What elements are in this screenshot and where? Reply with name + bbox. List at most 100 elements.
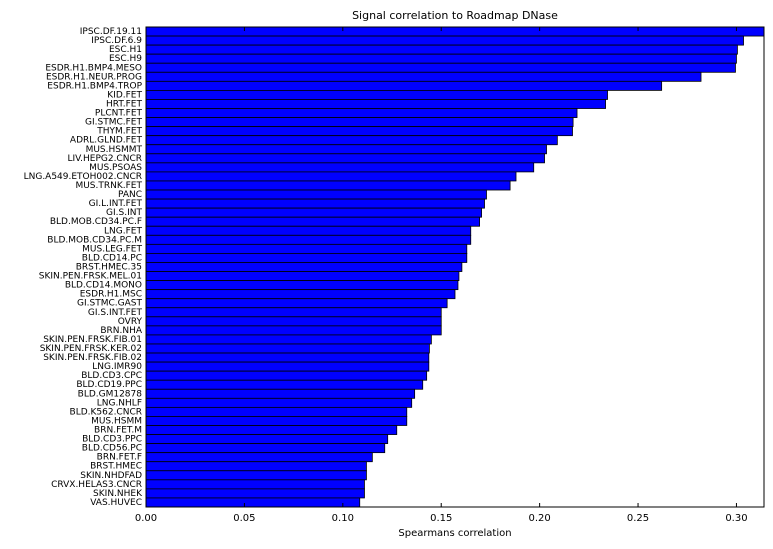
bar — [145, 379, 424, 390]
bar — [145, 89, 608, 100]
y-tick-label: BLD.MOB.CD34.PC.F — [50, 217, 142, 227]
y-tick-label: LNG.FET — [104, 226, 142, 236]
y-tick-label: BLD.CD3.CPC — [81, 371, 142, 381]
bar — [145, 443, 386, 454]
bar — [145, 416, 408, 426]
bar — [145, 135, 558, 146]
bar — [145, 370, 428, 381]
y-tick-label: BRST.HMEC — [90, 462, 142, 472]
bar — [145, 26, 765, 37]
y-tick-label: SKIN.PEN.FRSK.FIB.02 — [43, 353, 142, 363]
y-tick-label: IPSC.DF.19.11 — [80, 27, 142, 37]
x-tick-label: 0.15 — [430, 513, 452, 524]
bar — [145, 388, 416, 399]
y-tick-label: BRN.NHA — [100, 326, 143, 336]
bar — [145, 316, 442, 327]
y-tick-label: MUS.LEG.FET — [82, 244, 142, 254]
bar — [145, 452, 373, 463]
bar — [145, 171, 517, 182]
y-tick-label: VAS.HUVEC — [90, 498, 142, 508]
bar — [145, 108, 578, 118]
y-tick-label: SKIN.NHDFAD — [80, 471, 142, 481]
y-tick-label: ESDR.H1.NEUR.PROG — [46, 72, 142, 82]
y-tick-label: MUS.TRNK.FET — [75, 181, 142, 191]
y-tick-label: LNG.IMR90 — [92, 362, 142, 372]
y-tick-label: PANC — [118, 190, 142, 200]
y-tick-label: THYM.FET — [96, 127, 142, 137]
bar — [145, 80, 663, 91]
y-tick-label: BLD.CD19.PPC — [76, 380, 142, 390]
x-tick-label: 0.05 — [233, 513, 255, 524]
y-tick-label: ESC.H9 — [109, 54, 142, 64]
y-tick-label: BLD.CD56.PC — [82, 444, 142, 454]
bar — [145, 144, 547, 155]
x-tick-label: 0.20 — [528, 513, 550, 524]
bar — [145, 397, 413, 408]
plot-frame — [145, 26, 765, 508]
bar — [145, 361, 430, 372]
bar — [145, 334, 432, 345]
y-tick-label: GI.STMC.GAST — [77, 299, 142, 309]
bar — [145, 307, 442, 318]
y-tick-label: MUS.HSMMT — [86, 145, 143, 155]
y-tick-label: GI.S.INT — [106, 208, 142, 218]
bar — [145, 62, 736, 73]
bar — [145, 126, 573, 137]
chart-title: Signal correlation to Roadmap DNase — [352, 9, 558, 22]
y-tick-label: MUS.HSMM — [91, 416, 142, 426]
bar — [145, 234, 472, 245]
bar — [145, 262, 463, 272]
x-axis-label: Spearmans correlation — [398, 528, 511, 539]
y-tick-label: KID.FET — [107, 90, 142, 100]
bar — [145, 461, 367, 472]
y-tick-label: LIV.HEPG2.CNCR — [67, 154, 142, 164]
bar — [145, 406, 408, 417]
bar — [145, 298, 448, 309]
y-tick-label: CRVX.HELAS3.CNCR — [51, 480, 142, 490]
bar — [145, 325, 442, 336]
y-tick-label: ESDR.H1.BMP4.TROP — [47, 81, 142, 91]
bar — [145, 488, 365, 499]
bar — [145, 225, 472, 236]
bar — [145, 479, 365, 490]
y-tick-label: ESDR.H1.MSC — [80, 290, 142, 300]
y-tick-label: GI.S.INT.FET — [88, 308, 143, 318]
bar — [145, 216, 481, 227]
bar — [145, 189, 487, 200]
y-tick-label: HRT.FET — [106, 99, 143, 109]
y-tick-label: LNG.NHLF — [97, 398, 142, 408]
bar — [145, 470, 367, 481]
y-tick-label: BLD.GM12878 — [78, 389, 143, 399]
bar — [145, 243, 468, 254]
y-tick-label: SKIN.PEN.FRSK.MEL.01 — [39, 272, 142, 282]
y-tick-label: SKIN.PEN.FRSK.KER.02 — [40, 344, 142, 354]
bar — [145, 434, 389, 445]
bar — [145, 44, 738, 55]
bar — [145, 153, 545, 164]
bar — [145, 162, 535, 173]
y-tick-label: BLD.MOB.CD34.PC.M — [47, 235, 142, 245]
bar — [145, 198, 485, 209]
y-tick-label: GI.L.INT.FET — [89, 199, 143, 209]
x-tick-label: 0.25 — [627, 513, 649, 524]
bar — [145, 289, 456, 300]
bar — [145, 99, 606, 109]
bar — [145, 53, 737, 64]
y-tick-label: BRN.FET.M — [94, 426, 142, 436]
y-tick-label: IPSC.DF.6.9 — [91, 36, 142, 46]
y-tick-label: PLCNT.FET — [95, 109, 143, 119]
y-tick-label: GI.STMC.FET — [85, 118, 142, 128]
y-tick-label: BLD.CD14.MONO — [65, 281, 142, 291]
bar — [145, 280, 459, 291]
y-tick-label: LNG.A549.ETOH002.CNCR — [24, 172, 142, 182]
y-tick-label: BLD.K562.CNCR — [70, 407, 142, 417]
y-tick-label: ESC.H1 — [109, 45, 142, 55]
y-tick-label: BLD.CD3.PPC — [82, 435, 142, 445]
bar — [145, 207, 482, 218]
y-tick-label: BRST.HMEC.35 — [76, 263, 142, 273]
y-tick-label: SKIN.PEN.FRSK.FIB.01 — [43, 335, 142, 345]
bar — [145, 343, 430, 354]
x-tick-label: 0.00 — [135, 513, 157, 524]
y-tick-label: OVRY — [118, 317, 143, 327]
